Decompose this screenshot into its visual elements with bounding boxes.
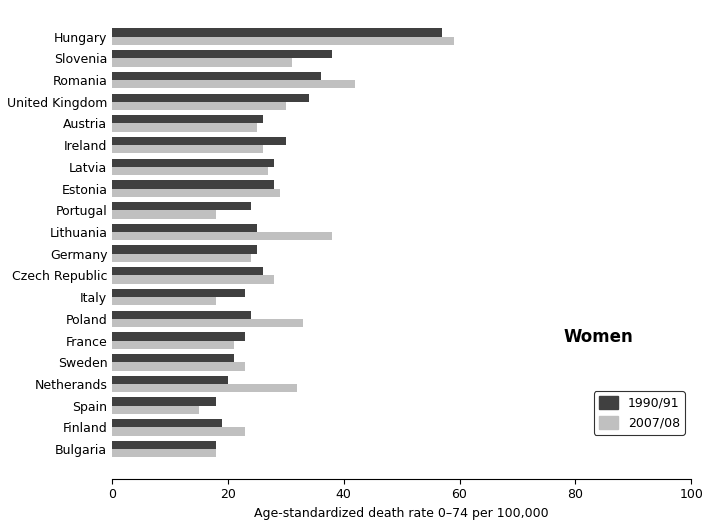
Bar [112,80,355,89]
Bar [112,37,454,45]
Bar [112,340,234,349]
Bar [112,145,263,153]
Bar [112,267,263,276]
Bar [112,72,321,80]
Bar [112,246,257,253]
Bar [112,28,442,37]
Bar [112,93,309,102]
Bar [112,276,274,284]
Bar [112,102,286,110]
Bar [112,310,251,319]
Bar [112,210,217,219]
Bar [112,167,268,175]
Bar [112,376,228,384]
Bar [112,137,286,145]
Bar [112,397,217,406]
Bar [112,123,257,132]
Bar [112,232,332,240]
Bar [112,354,234,362]
Bar [112,384,297,392]
Bar [112,115,263,123]
Bar [112,333,246,340]
Bar [112,50,332,58]
Bar [112,253,251,262]
Bar [112,202,251,210]
Text: Women: Women [564,328,633,346]
Bar [112,297,217,305]
Bar [112,180,274,189]
Bar [112,427,246,436]
Bar [112,189,280,197]
Bar [112,362,246,370]
Bar [112,449,217,457]
Bar [112,319,303,327]
Bar [112,419,222,427]
Bar [112,159,274,167]
Bar [112,406,199,414]
Bar [112,58,292,66]
X-axis label: Age-standardized death rate 0–74 per 100,000: Age-standardized death rate 0–74 per 100… [254,507,549,520]
Bar [112,289,246,297]
Legend: 1990/91, 2007/08: 1990/91, 2007/08 [594,391,685,435]
Bar [112,441,217,449]
Bar [112,224,257,232]
